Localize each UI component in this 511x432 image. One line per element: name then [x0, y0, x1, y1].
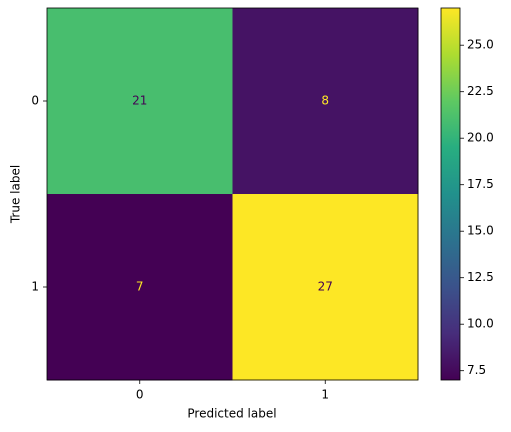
- y-tick-label: 1: [31, 280, 39, 294]
- x-tick-label: 1: [321, 388, 329, 402]
- cell: [47, 194, 233, 381]
- colorbar-tick-label: 22.5: [467, 84, 494, 98]
- cell: [47, 8, 233, 195]
- colorbar-tick-label: 25.0: [467, 38, 494, 52]
- colorbar-tick-label: 12.5: [467, 270, 494, 284]
- y-tick-label: 0: [31, 94, 39, 108]
- colorbar-tick-label: 7.5: [467, 363, 486, 377]
- cell: [232, 8, 419, 195]
- y-axis-label: True label: [9, 165, 23, 224]
- colorbar-tick-label: 15.0: [467, 224, 494, 238]
- cell-label: 7: [136, 280, 144, 294]
- cell-label: 21: [132, 94, 147, 108]
- cell-label: 8: [321, 94, 329, 108]
- cell-label: 27: [318, 280, 333, 294]
- plot-frame: [46, 7, 419, 381]
- x-axis-label: Predicted label: [187, 407, 276, 421]
- x-tick-label: 0: [136, 388, 144, 402]
- colorbar-tick-label: 10.0: [467, 317, 494, 331]
- colorbar-tick-label: 20.0: [467, 131, 494, 145]
- colorbar-tick-label: 17.5: [467, 177, 494, 191]
- cell: [232, 194, 419, 381]
- colorbar: [440, 7, 461, 381]
